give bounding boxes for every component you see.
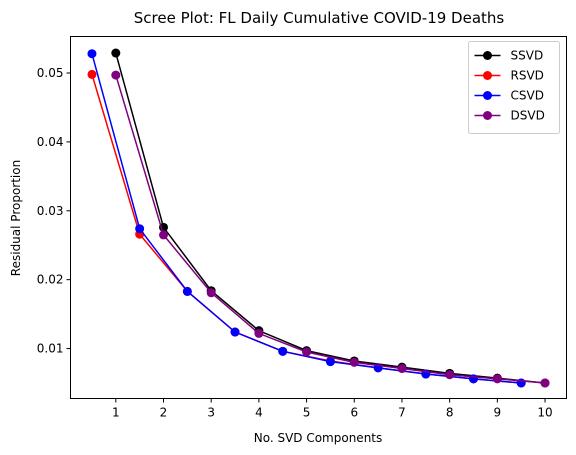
series-line-rsvd	[91, 74, 522, 384]
x-tick-label: 6	[350, 406, 358, 420]
data-point-csvd	[135, 224, 145, 234]
legend-frame	[468, 41, 560, 134]
x-axis-label: No. SVD Components	[254, 431, 383, 445]
series-line-csvd	[91, 53, 522, 384]
legend-marker	[483, 51, 492, 60]
x-tick-label: 2	[160, 406, 168, 420]
legend-marker	[483, 71, 492, 80]
x-tick-label: 5	[303, 406, 311, 420]
x-tick-label: 8	[446, 406, 454, 420]
x-axis: 1 2 3 4 5 6 7 8 9 10	[112, 398, 553, 420]
series-line-dsvd	[115, 74, 546, 384]
data-point-dsvd	[159, 230, 168, 240]
data-point-csvd	[469, 374, 478, 384]
plot-frame	[70, 36, 567, 399]
data-point-dsvd	[445, 370, 455, 380]
series-rsvd	[87, 69, 526, 388]
y-tick-label: 0.05	[37, 66, 64, 80]
series-csvd	[87, 49, 526, 388]
data-point-dsvd	[492, 374, 502, 384]
y-tick-label: 0.02	[37, 273, 64, 287]
x-tick-label: 4	[255, 406, 263, 420]
legend-label: DSVD	[511, 109, 545, 123]
series-dsvd	[111, 70, 550, 388]
data-point-csvd	[87, 49, 97, 59]
data-point-dsvd	[540, 378, 550, 388]
legend-item-csvd: CSVD	[474, 89, 544, 103]
legend-item-dsvd: DSVD	[474, 109, 545, 123]
x-tick-label: 9	[494, 406, 502, 420]
data-point-dsvd	[302, 347, 312, 357]
chart-title: Scree Plot: FL Daily Cumulative COVID-19…	[134, 9, 505, 27]
data-point-csvd	[278, 346, 288, 356]
legend-item-ssvd: SSVD	[474, 49, 544, 63]
data-point-csvd	[182, 286, 192, 296]
data-point-rsvd	[87, 69, 97, 79]
y-axis-label: Residual Proportion	[9, 160, 23, 276]
data-point-dsvd	[349, 357, 359, 367]
legend-marker	[483, 91, 492, 100]
data-point-csvd	[325, 357, 335, 367]
plot-area	[87, 48, 550, 388]
data-point-dsvd	[206, 288, 216, 298]
data-point-dsvd	[111, 70, 121, 80]
legend: SSVD RSVD CSVD DSVD	[468, 41, 560, 134]
x-tick-label: 7	[398, 406, 406, 420]
x-tick-label: 1	[112, 406, 120, 420]
y-tick-label: 0.04	[37, 135, 64, 149]
y-axis: 0.01 0.02 0.03 0.04 0.05	[37, 66, 71, 356]
data-point-dsvd	[254, 328, 264, 338]
x-tick-label: 3	[207, 406, 215, 420]
legend-label: CSVD	[511, 89, 544, 103]
legend-marker	[483, 111, 492, 120]
data-point-csvd	[516, 378, 526, 388]
data-point-ssvd	[111, 48, 121, 58]
data-point-dsvd	[397, 364, 407, 374]
data-point-csvd	[230, 327, 240, 337]
legend-label: SSVD	[511, 49, 544, 63]
legend-item-rsvd: RSVD	[474, 69, 544, 83]
y-tick-label: 0.03	[37, 204, 64, 218]
legend-label: RSVD	[511, 69, 544, 83]
y-tick-label: 0.01	[37, 342, 64, 356]
x-tick-label: 10	[537, 406, 552, 420]
